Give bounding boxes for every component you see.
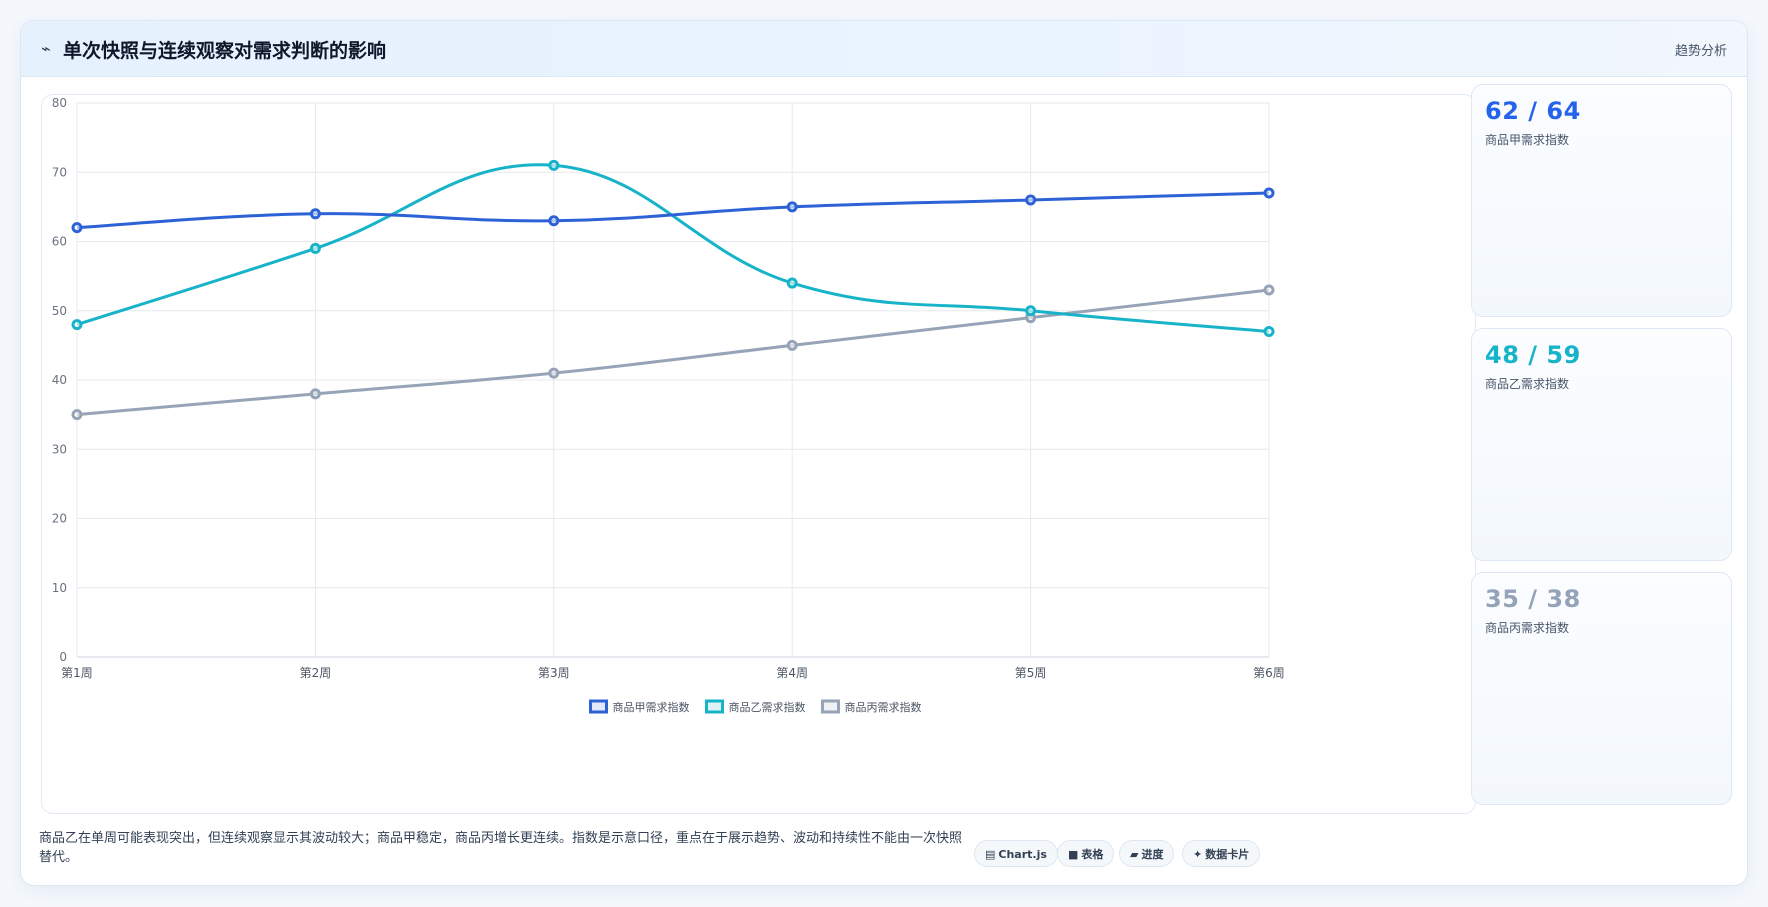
stat-label: 商品乙需求指数 [1485,377,1570,391]
stat-value: 48 / 59 [1485,341,1581,369]
data-point [71,319,83,331]
line-chart: 0 10 20 30 40 50 60 70 80 第1周 第2周 第3周 第4周 第5周 第6周商品甲需求… [52,96,1285,714]
x-tick-label: 第6周 [1253,666,1285,680]
y-tick-label: 40 [52,373,67,387]
chip-chartjs[interactable]: ▤ Chart.js [974,840,1058,867]
progress-icon: ▰ [1130,848,1139,861]
analysis-tag: 趋势分析 [1674,44,1727,59]
card-header: ⌁ 单次快照与连续观察对需求判断的影响 趋势分析 [21,21,1747,77]
y-tick-label: 10 [52,581,67,595]
y-tick-label: 70 [52,165,67,179]
stat-label: 商品甲需求指数 [1485,133,1570,147]
data-point [548,159,560,171]
stat-card-product-c: 35 / 38 商品丙需求指数 [1471,572,1732,805]
chip-label: 进度 [1141,848,1164,861]
data-point [1263,187,1275,199]
y-tick-label: 20 [52,512,67,526]
data-point [548,215,560,227]
data-point [548,367,560,379]
chart-spark-icon: ⌁ [41,39,51,58]
series-line-2 [76,163,1270,334]
chip-label: Chart.js [998,848,1047,861]
x-tick-label: 第5周 [1015,666,1047,680]
chip-data-card[interactable]: ✦ 数据卡片 [1182,840,1261,867]
data-point [309,388,321,400]
data-point [71,409,83,421]
legend-label: 商品甲需求指数 [613,700,690,714]
data-point [71,222,83,234]
data-point [1025,305,1037,317]
chip-progress[interactable]: ▰ 进度 [1119,840,1175,867]
stat-value: 35 / 38 [1485,585,1581,613]
y-tick-label: 30 [52,442,67,456]
data-point [786,339,798,351]
legend-label: 商品丙需求指数 [845,700,922,714]
dashboard-card: ⌁ 单次快照与连续观察对需求判断的影响 趋势分析 0 10 20 30 40 50 60 70… [20,20,1748,886]
table-icon: ■ [1068,848,1079,861]
data-point [1025,194,1037,206]
data-point [786,277,798,289]
y-tick-label: 0 [59,650,67,664]
x-tick-label: 第4周 [776,666,808,680]
chip-label: 数据卡片 [1205,848,1250,861]
y-tick-label: 60 [52,235,67,249]
data-point [309,242,321,254]
stat-value: 62 / 64 [1485,97,1581,125]
stat-card-product-a: 62 / 64 商品甲需求指数 [1471,84,1732,317]
series-line-3 [76,288,1270,417]
data-point [309,208,321,220]
x-tick-label: 第3周 [538,666,570,680]
footer-note: 商品乙在单周可能表现突出，但连续观察显示其波动较大；商品甲稳定，商品丙增长更连续… [39,831,963,865]
legend-label: 商品乙需求指数 [729,700,806,714]
legend-swatch [589,699,608,714]
legend-item: 商品甲需求指数 [589,699,690,714]
data-point [1263,326,1275,338]
legend-item: 商品乙需求指数 [705,699,806,714]
legend-item: 商品丙需求指数 [821,699,922,714]
y-tick-label: 80 [52,96,67,110]
page-title: 单次快照与连续观察对需求判断的影响 [63,40,387,62]
x-tick-label: 第2周 [300,666,332,680]
stat-card-product-b: 48 / 59 商品乙需求指数 [1471,328,1732,561]
data-point [786,201,798,213]
y-tick-label: 50 [52,304,67,318]
chip-label: 表格 [1081,848,1104,861]
legend-swatch [821,699,840,714]
chart-panel: 0 10 20 30 40 50 60 70 80 第1周 第2周 第3周 第4周 第5周 第6周商品甲需求… [41,94,1476,814]
stat-label: 商品丙需求指数 [1485,621,1570,635]
series-line-1 [76,191,1270,230]
x-tick-label: 第1周 [61,666,93,680]
chart-icon: ▤ [985,848,996,861]
card-icon: ✦ [1193,848,1203,861]
legend-swatch [705,699,724,714]
chip-table[interactable]: ■ 表格 [1057,840,1115,867]
data-point [1263,284,1275,296]
